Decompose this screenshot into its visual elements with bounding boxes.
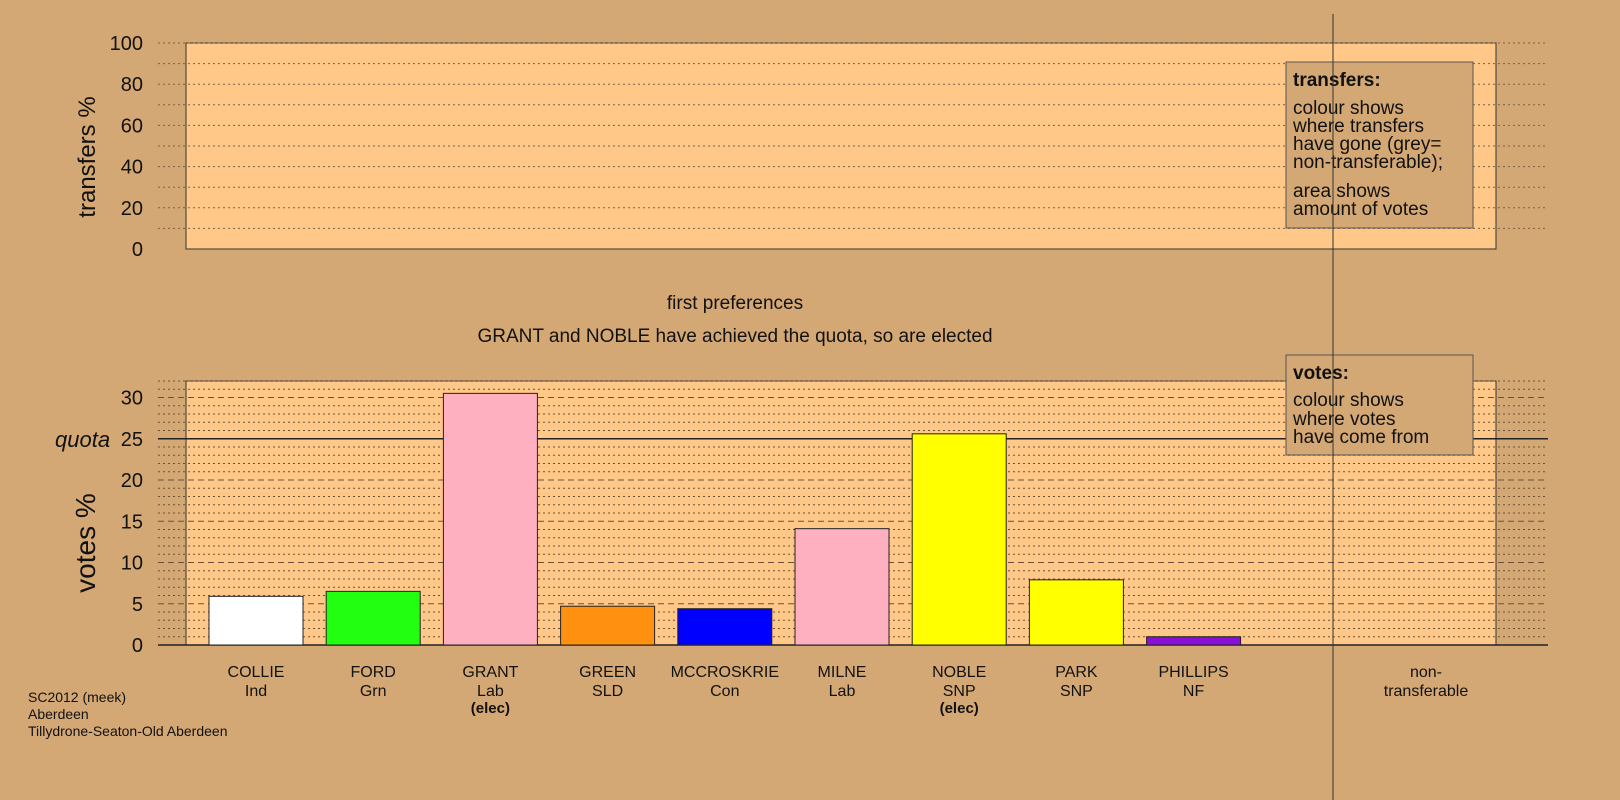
- candidate-party-label: Con: [710, 683, 739, 700]
- votes-y-tick-label: 0: [132, 635, 143, 657]
- candidate-party-label: SLD: [592, 683, 623, 700]
- candidate-party-label: Lab: [477, 683, 504, 700]
- nontransferable-label: transferable: [1384, 683, 1469, 700]
- transfers-y-tick-label: 100: [110, 33, 143, 55]
- candidate-name-label: PHILLIPS: [1158, 664, 1228, 681]
- votes-legend-box: [1285, 354, 1474, 456]
- bar-collie: [208, 595, 304, 646]
- votes-legend-title: votes:: [1293, 363, 1349, 384]
- candidate-party-label: SNP: [1060, 683, 1093, 700]
- votes-y-tick-label: 20: [121, 470, 143, 492]
- chart-title: first preferences: [667, 293, 803, 314]
- candidate-party-label: Ind: [245, 683, 267, 700]
- candidate-party-label: NF: [1183, 683, 1205, 700]
- transfers-legend-line: non-transferable);: [1293, 152, 1443, 173]
- bar-mccroskrie: [677, 608, 773, 646]
- bar-park: [1028, 579, 1124, 646]
- transfers-legend-line: area shows: [1293, 181, 1390, 202]
- votes-y-tick-label: 5: [132, 594, 143, 616]
- candidate-name-label: PARK: [1055, 664, 1098, 681]
- footer-line: Tillydrone-Seaton-Old Aberdeen: [28, 723, 228, 739]
- votes-x-labels: COLLIEIndFORDGrnGRANTLab(elec)GREENSLDMC…: [228, 664, 1229, 717]
- chart-subtitle: GRANT and NOBLE have achieved the quota,…: [477, 326, 992, 347]
- transfers-y-tick-label: 40: [121, 157, 143, 179]
- votes-bars: [208, 392, 1242, 646]
- transfers-panel: 0 20 40 60 80 100 transfers % transfers: colo…: [74, 33, 1548, 261]
- transfers-y-tick-label: 20: [121, 198, 143, 220]
- votes-y-tick-label: 10: [121, 553, 143, 575]
- transfers-legend-line: where transfers: [1292, 116, 1424, 137]
- transfers-legend-line: amount of votes: [1293, 199, 1428, 220]
- votes-legend-line: colour shows: [1293, 390, 1404, 411]
- votes-y-ticks: 0 5 10 15 20 25 30: [121, 388, 143, 658]
- footer-line: SC2012 (meek): [28, 689, 126, 705]
- transfers-legend-line: colour shows: [1293, 98, 1404, 119]
- votes-y-tick-label: 25: [121, 429, 143, 451]
- votes-legend-line: where votes: [1292, 409, 1395, 430]
- candidate-name-label: FORD: [351, 664, 396, 681]
- elected-label: (elec): [940, 700, 979, 717]
- votes-y-axis-label: votes %: [70, 493, 101, 593]
- candidate-name-label: GRANT: [462, 664, 518, 681]
- votes-legend-line: have come from: [1293, 427, 1429, 448]
- votes-y-tick-label: 30: [121, 388, 143, 410]
- transfers-y-tick-label: 80: [121, 74, 143, 96]
- transfers-legend-title: transfers:: [1293, 70, 1381, 91]
- transfers-y-tick-label: 0: [132, 239, 143, 261]
- candidate-name-label: MILNE: [818, 664, 867, 681]
- candidate-name-label: NOBLE: [932, 664, 986, 681]
- candidate-name-label: GREEN: [579, 664, 636, 681]
- bar-ford: [325, 590, 421, 646]
- transfers-y-ticks: 0 20 40 60 80 100: [110, 33, 143, 261]
- transfers-gridlines: [158, 42, 1548, 229]
- bar-milne: [794, 528, 890, 646]
- votes-legend: votes: colour shows where votes have com…: [1285, 354, 1474, 456]
- candidate-party-label: Grn: [360, 683, 387, 700]
- transfers-legend-box: [1285, 61, 1474, 229]
- bar-green: [560, 605, 656, 646]
- footer-line: Aberdeen: [28, 706, 89, 722]
- bar-phillips: [1146, 636, 1242, 646]
- transfers-legend: transfers: colour shows where transfers …: [1285, 61, 1474, 229]
- transfers-legend-line: have gone (grey=: [1293, 134, 1441, 155]
- candidate-party-label: SNP: [943, 683, 976, 700]
- votes-y-tick-label: 15: [121, 511, 143, 533]
- quota-label: quota: [55, 427, 110, 452]
- footer: SC2012 (meek) Aberdeen Tillydrone-Seaton…: [28, 689, 228, 739]
- candidate-name-label: COLLIE: [228, 664, 285, 681]
- candidate-party-label: Lab: [829, 683, 856, 700]
- elected-label: (elec): [471, 700, 510, 717]
- candidate-name-label: MCCROSKRIE: [671, 664, 779, 681]
- transfers-y-axis-label: transfers %: [74, 96, 101, 217]
- bar-noble: [911, 433, 1007, 646]
- transfers-y-tick-label: 60: [121, 115, 143, 137]
- nontransferable-label: non-: [1410, 664, 1442, 681]
- bar-grant: [442, 392, 538, 646]
